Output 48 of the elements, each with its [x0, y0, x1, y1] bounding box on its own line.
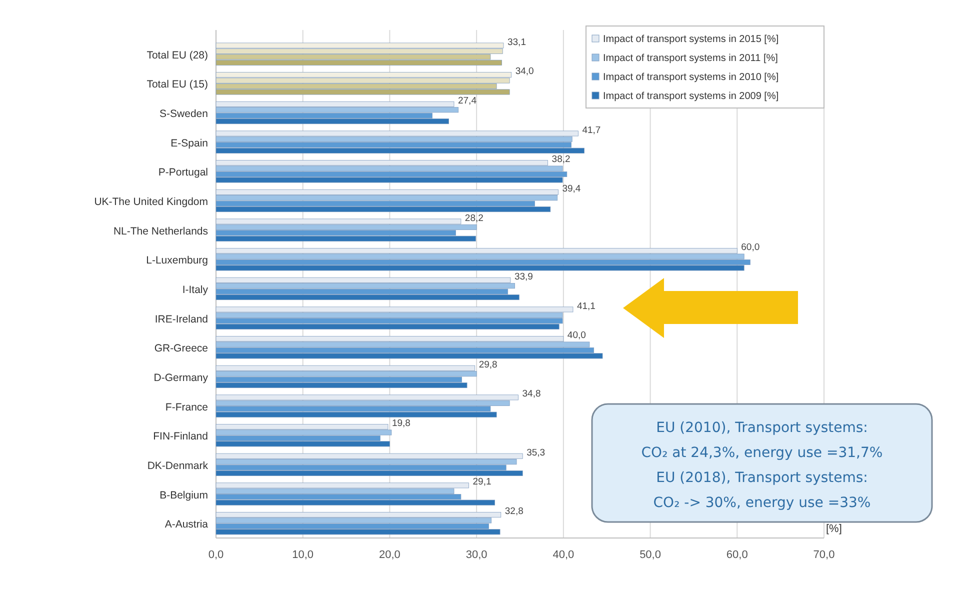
data-label: 39,4	[562, 183, 581, 194]
data-label: 40,0	[567, 330, 586, 342]
annotation: EU (2010), Transport systems: CO₂ at 24,3%, energy use =31,7% EU (2018), Transport systems: CO₂ -> 30%, energy use =33%	[641, 420, 883, 511]
x-tick-label: 60,0	[726, 549, 748, 561]
data-label: 41,1	[576, 300, 596, 312]
y-tick-label: Total EU (15)	[146, 78, 208, 91]
data-label: 35,3	[526, 447, 546, 458]
data-label: 19,8	[392, 418, 410, 430]
x-tick-label: 0,0	[208, 549, 224, 561]
data-label: 60,0	[741, 242, 760, 254]
data-label: 32,8	[504, 506, 524, 518]
y-tick-label: P-Portugal	[158, 166, 208, 179]
y-tick-label: GR-Greece	[154, 342, 208, 355]
data-label: 34,8	[522, 388, 541, 400]
data-label: 33,1	[507, 36, 526, 48]
data-label: 41,7	[582, 124, 601, 136]
data-label: 29,8	[478, 359, 498, 370]
data-label: 29,1	[472, 476, 492, 488]
y-tick-label: I-Italy	[182, 284, 209, 296]
legend-label: Impact of transport systems in 2011 [%]	[603, 53, 778, 64]
y-tick-label: B-Belgium	[160, 489, 208, 502]
y-tick-label: S-Sweden	[160, 108, 208, 120]
x-axis-title: [%]	[826, 523, 842, 535]
y-tick-label: NL-The Netherlands	[113, 225, 208, 238]
y-tick-label: E-Spain	[170, 137, 208, 150]
data-label: 27,4	[458, 95, 476, 106]
y-tick-label: L-Luxemburg	[146, 254, 208, 267]
y-tick-label: UK-The United Kingdom	[94, 196, 208, 208]
x-tick-label: 50,0	[640, 549, 661, 561]
x-tick-label: 20,0	[379, 549, 400, 561]
data-label: 38,2	[552, 154, 570, 166]
y-tick-label: Total EU (28)	[146, 49, 208, 62]
legend-label: Impact of transport systems in 2009 [%]	[603, 91, 779, 102]
y-tick-label: FIN-Finland	[153, 430, 208, 443]
y-tick-label: D-Germany	[154, 372, 209, 384]
x-tick-label: 10,0	[292, 549, 314, 561]
y-tick-label: IRE-Ireland	[154, 313, 208, 326]
x-tick-label: 70,0	[813, 549, 835, 561]
data-label: 34,0	[515, 66, 534, 78]
legend-label: Impact of transport systems in 2010 [%]	[603, 72, 779, 83]
data-label: 28,2	[464, 212, 484, 224]
y-tick-label: A-Austria	[164, 518, 208, 531]
y-tick-label: DK-Denmark	[147, 460, 209, 472]
x-tick-label: 40,0	[552, 549, 574, 561]
y-tick-label: F-France	[165, 401, 208, 414]
data-label: 33,9	[514, 271, 533, 282]
x-tick-label: 30,0	[466, 549, 488, 561]
legend-label: Impact of transport systems in 2015 [%]	[603, 34, 779, 45]
